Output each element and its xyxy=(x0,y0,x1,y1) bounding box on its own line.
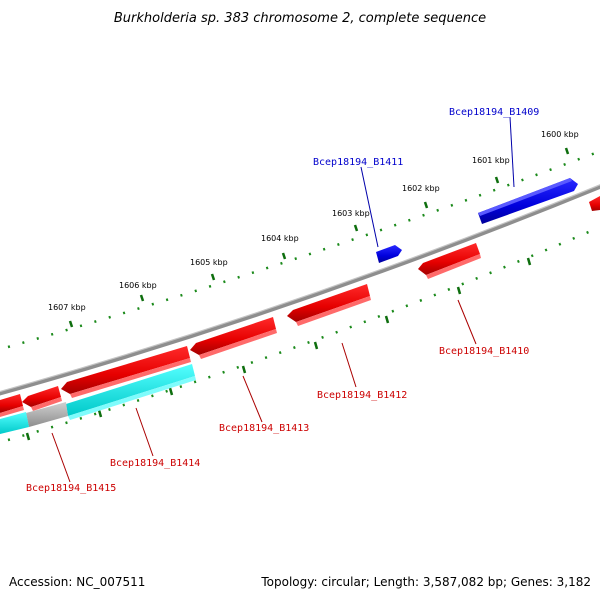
gene-bcep18194-b1410[interactable] xyxy=(418,243,481,279)
gene-bcep18194-b1411[interactable] xyxy=(376,245,402,263)
gene-label-bcep18194-b1411[interactable]: Bcep18194_B1411 xyxy=(313,157,403,168)
inner-major-ticks xyxy=(25,257,532,441)
gene-partial-left-edge[interactable] xyxy=(0,394,24,417)
tick-label-1600: 1600 kbp xyxy=(541,130,579,139)
gene-bcep18194-b1415[interactable] xyxy=(22,386,62,411)
tick-label-1601: 1601 kbp xyxy=(472,156,510,165)
topology-summary-text: Topology: circular; Length: 3,587,082 bp… xyxy=(260,575,591,589)
label-leader-lines xyxy=(51,116,515,483)
feature-cyan-band[interactable] xyxy=(66,364,196,420)
chromosome-backbone xyxy=(0,184,600,396)
tick-label-1603: 1603 kbp xyxy=(332,209,370,218)
chromosome-backbone-highlight xyxy=(0,184,600,393)
gene-bcep18194-b1409[interactable] xyxy=(478,178,578,224)
gene-label-bcep18194-b1415[interactable]: Bcep18194_B1415 xyxy=(26,483,116,494)
tick-label-1607: 1607 kbp xyxy=(48,303,86,312)
gene-label-bcep18194-b1414[interactable]: Bcep18194_B1414 xyxy=(110,458,200,469)
map-title: Burkholderia sp. 383 chromosome 2, compl… xyxy=(114,11,486,26)
gene-bcep18194-b1413[interactable] xyxy=(190,317,277,359)
gene-bcep18194-b1414[interactable] xyxy=(61,346,191,398)
tick-label-1605: 1605 kbp xyxy=(190,258,228,267)
tick-label-1604: 1604 kbp xyxy=(261,234,299,243)
feature-cyan-left-edge[interactable] xyxy=(0,412,29,434)
gene-bcep18194-b1412[interactable] xyxy=(287,284,371,326)
accession-text: Accession: NC_007511 xyxy=(9,575,145,589)
tick-label-1602: 1602 kbp xyxy=(402,184,440,193)
feature-gray-band[interactable] xyxy=(26,402,68,427)
tick-label-1606: 1606 kbp xyxy=(119,281,157,290)
gene-partial-right-edge[interactable] xyxy=(589,196,600,211)
outer-major-ticks xyxy=(68,147,570,328)
gene-label-bcep18194-b1410[interactable]: Bcep18194_B1410 xyxy=(439,346,529,357)
gene-label-bcep18194-b1413[interactable]: Bcep18194_B1413 xyxy=(219,423,309,434)
gene-label-bcep18194-b1409[interactable]: Bcep18194_B1409 xyxy=(449,107,539,118)
gene-label-bcep18194-b1412[interactable]: Bcep18194_B1412 xyxy=(317,390,407,401)
